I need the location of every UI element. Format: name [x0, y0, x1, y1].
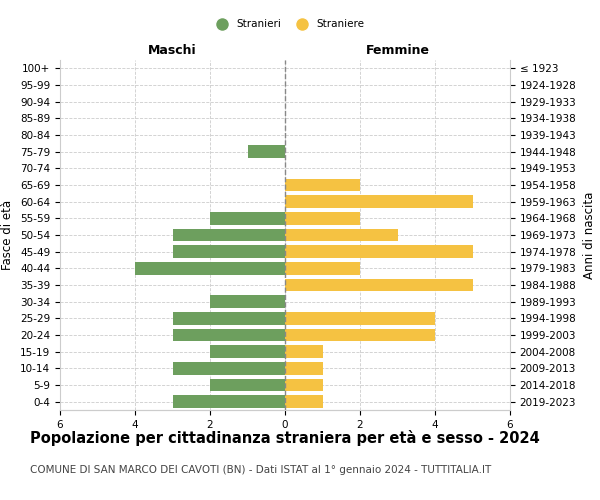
- Text: Maschi: Maschi: [148, 44, 197, 57]
- Y-axis label: Anni di nascita: Anni di nascita: [583, 192, 596, 278]
- Bar: [285, 346, 323, 358]
- Text: COMUNE DI SAN MARCO DEI CAVOTI (BN) - Dati ISTAT al 1° gennaio 2024 - TUTTITALIA: COMUNE DI SAN MARCO DEI CAVOTI (BN) - Da…: [30, 465, 491, 475]
- Bar: [285, 212, 360, 224]
- Bar: [173, 329, 285, 341]
- Bar: [285, 196, 473, 208]
- Legend: Stranieri, Straniere: Stranieri, Straniere: [207, 15, 369, 34]
- Bar: [135, 262, 285, 274]
- Y-axis label: Fasce di età: Fasce di età: [1, 200, 14, 270]
- Bar: [173, 312, 285, 324]
- Bar: [285, 362, 323, 374]
- Bar: [173, 362, 285, 374]
- Bar: [285, 262, 360, 274]
- Bar: [285, 396, 323, 408]
- Bar: [248, 146, 285, 158]
- Bar: [173, 396, 285, 408]
- Bar: [210, 296, 285, 308]
- Bar: [285, 279, 473, 291]
- Bar: [173, 246, 285, 258]
- Bar: [210, 346, 285, 358]
- Bar: [285, 179, 360, 192]
- Bar: [210, 212, 285, 224]
- Text: Popolazione per cittadinanza straniera per età e sesso - 2024: Popolazione per cittadinanza straniera p…: [30, 430, 540, 446]
- Bar: [285, 312, 435, 324]
- Bar: [285, 246, 473, 258]
- Bar: [285, 229, 398, 241]
- Bar: [285, 329, 435, 341]
- Bar: [285, 379, 323, 391]
- Bar: [173, 229, 285, 241]
- Bar: [210, 379, 285, 391]
- Text: Femmine: Femmine: [365, 44, 430, 57]
